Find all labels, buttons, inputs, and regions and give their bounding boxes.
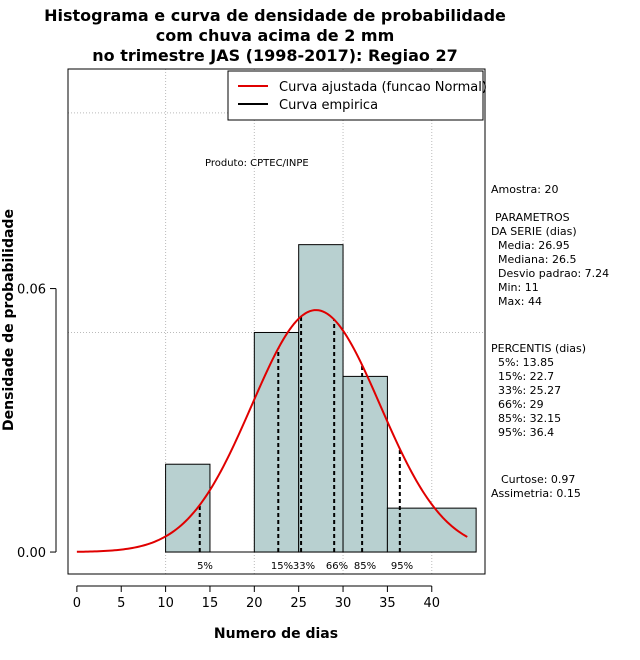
stat-p66: 66%: 29 bbox=[498, 398, 544, 411]
stat-p85: 85%: 32.15 bbox=[498, 412, 561, 425]
product-credit: Produto: CPTEC/INPE bbox=[205, 158, 309, 169]
percentile-label-0: 5% bbox=[197, 561, 213, 572]
chart-title-line-3: no trimestre JAS (1998-2017): Regiao 27 bbox=[92, 46, 457, 65]
percentile-label-5: 95% bbox=[391, 561, 413, 572]
x-tick-label-10: 10 bbox=[157, 596, 174, 611]
stat-p5: 5%: 13.85 bbox=[498, 356, 554, 369]
stat-desvio: Desvio padrao: 7.24 bbox=[498, 267, 609, 280]
stat-media: Media: 26.95 bbox=[498, 239, 570, 252]
stat-percentis-title: PERCENTIS (dias) bbox=[491, 342, 586, 355]
stat-p33: 33%: 25.27 bbox=[498, 384, 561, 397]
chart-title-line-1: Histograma e curva de densidade de proba… bbox=[44, 6, 506, 25]
percentile-label-4: 85% bbox=[354, 561, 376, 572]
legend-box bbox=[227, 70, 484, 121]
percentile-marks: 5% 15% 33% 66% 85% 95% bbox=[197, 316, 413, 572]
y-axis: 0.00 0.06 bbox=[17, 283, 57, 561]
x-axis-label: Numero de dias bbox=[214, 626, 338, 642]
x-tick-label-25: 25 bbox=[290, 596, 307, 611]
histogram-bar-5 bbox=[386, 507, 477, 553]
percentile-label-2: 33% bbox=[293, 561, 315, 572]
plot-frame bbox=[67, 68, 486, 575]
normal-curve bbox=[76, 309, 468, 553]
histogram-bar-3 bbox=[298, 244, 344, 553]
stats-panel: Amostra: 20 PARAMETROS DA SERIE (dias) M… bbox=[491, 183, 609, 500]
histogram-bars bbox=[165, 244, 477, 553]
x-tick-label-15: 15 bbox=[202, 596, 219, 611]
legend: Curva ajustada (funcao Normal) Curva emp… bbox=[227, 70, 487, 121]
stat-p15: 15%: 22.7 bbox=[498, 370, 554, 383]
y-axis-label: Densidade de probabilidade bbox=[1, 209, 17, 431]
y-tick-label-1: 0.06 bbox=[17, 283, 46, 298]
percentile-label-3: 66% bbox=[326, 561, 348, 572]
stat-params-title-1: PARAMETROS bbox=[495, 211, 570, 224]
legend-label-fitted: Curva ajustada (funcao Normal) bbox=[279, 80, 487, 95]
normal-curve-layer bbox=[76, 309, 468, 553]
x-tick-label-20: 20 bbox=[246, 596, 263, 611]
x-tick-label-35: 35 bbox=[379, 596, 396, 611]
stat-amostra: Amostra: 20 bbox=[491, 183, 558, 196]
histogram-bar-0 bbox=[165, 463, 211, 553]
stat-max: Max: 44 bbox=[498, 295, 542, 308]
legend-label-empirical: Curva empirica bbox=[279, 98, 378, 113]
stat-mediana: Mediana: 26.5 bbox=[498, 253, 576, 266]
stat-params-title-2: DA SERIE (dias) bbox=[491, 225, 577, 238]
y-tick-label-0: 0.00 bbox=[17, 546, 46, 561]
histogram-bar-4 bbox=[342, 375, 388, 553]
x-tick-label-30: 30 bbox=[335, 596, 352, 611]
stat-p95: 95%: 36.4 bbox=[498, 426, 554, 439]
x-tick-label-5: 5 bbox=[117, 596, 125, 611]
x-tick-label-0: 0 bbox=[73, 596, 81, 611]
stat-assimetria: Assimetria: 0.15 bbox=[491, 487, 581, 500]
x-axis: 0 5 10 15 20 25 30 35 40 bbox=[73, 585, 440, 611]
percentile-label-1: 15% bbox=[271, 561, 293, 572]
chart-title-line-2: com chuva acima de 2 mm bbox=[156, 26, 395, 45]
histogram-bar-2 bbox=[253, 331, 300, 553]
x-tick-label-40: 40 bbox=[423, 596, 440, 611]
stat-curtose: Curtose: 0.97 bbox=[501, 473, 575, 486]
stat-min: Min: 11 bbox=[498, 281, 539, 294]
